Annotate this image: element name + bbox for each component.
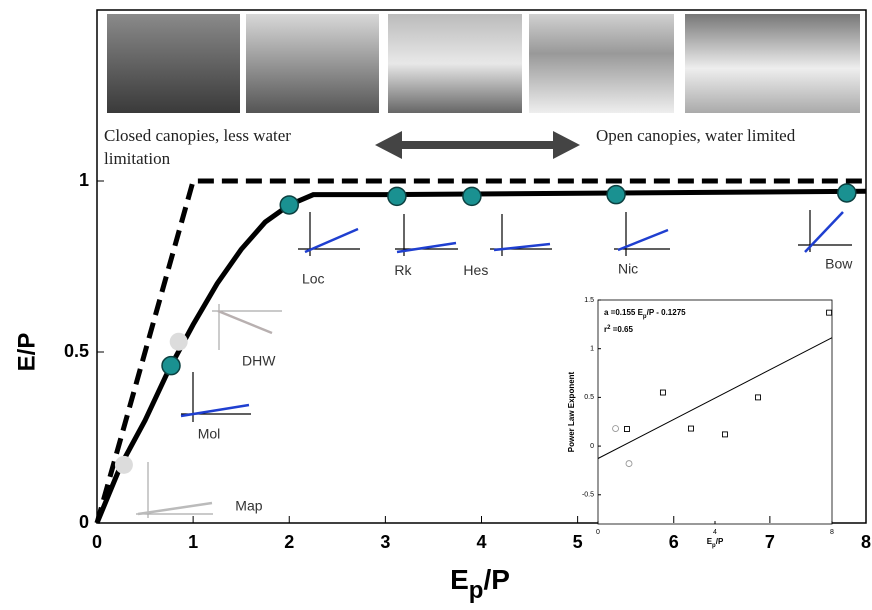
inset-r-rest: =0.65	[610, 325, 633, 334]
x-tick-label: 0	[92, 532, 102, 552]
site-label: Loc	[302, 271, 325, 287]
inset-x-tick-label: 4	[713, 529, 717, 536]
site-label: Map	[235, 498, 262, 514]
inset-y-label: Power Law Exponent	[567, 371, 576, 452]
x-tick-label: 6	[669, 532, 679, 552]
annotation-right: Open canopies, water limited	[596, 124, 856, 147]
site-label: Bow	[825, 256, 853, 272]
site-point	[463, 187, 481, 205]
site-point	[162, 357, 180, 375]
inset-y-tick-label: -0.5	[582, 492, 594, 499]
x-tick-label: 7	[765, 532, 775, 552]
x-tick-label: 5	[573, 532, 583, 552]
inset-y-tick-label: 0.5	[584, 394, 594, 401]
figure: E/P Ep/P a =0.155 Ep/P - 0.1275 r2 =0.65…	[0, 0, 872, 610]
site-label: DHW	[242, 352, 276, 368]
inset-eq-a: a =0.155 E	[604, 308, 644, 317]
site-point	[280, 196, 298, 214]
inset-eq-rest: /P - 0.1275	[647, 308, 687, 317]
inset-x-tick-label: 0	[596, 529, 600, 536]
inset-frame	[598, 300, 832, 524]
site-point	[170, 333, 188, 351]
x-label-main: E	[450, 564, 469, 595]
x-tick-label: 8	[861, 532, 871, 552]
site-point	[115, 456, 133, 474]
photo	[388, 14, 522, 113]
inset-x-tick-label: 8	[830, 529, 834, 536]
inset-y-tick-label: 1	[590, 346, 594, 353]
site-label: Nic	[618, 260, 638, 276]
x-tick-label: 3	[380, 532, 390, 552]
y-tick-label: 0.5	[64, 341, 89, 361]
x-tick-label: 4	[476, 532, 486, 552]
y-tick-label: 0	[79, 512, 89, 532]
photo	[107, 14, 240, 113]
x-axis-label: Ep/P	[450, 564, 510, 604]
photo	[529, 14, 674, 113]
y-axis-label: E/P	[13, 333, 40, 372]
inset-x-rest: /P	[716, 537, 724, 546]
site-point	[607, 186, 625, 204]
site-label: Hes	[463, 262, 488, 278]
photo	[685, 14, 860, 113]
y-tick-label: 1	[79, 170, 89, 190]
inset-x-label: Ep/P	[707, 537, 724, 548]
annotation-left: Closed canopies, less water limitation	[104, 124, 354, 170]
double-arrow	[375, 131, 580, 159]
site-label: Rk	[394, 262, 412, 278]
x-tick-label: 2	[284, 532, 294, 552]
x-label-rest: /P	[483, 564, 509, 595]
inset-y-tick-label: 0	[590, 443, 594, 450]
inset-y-tick-label: 1.5	[584, 297, 594, 304]
site-point	[388, 187, 406, 205]
chart: E/P Ep/P a =0.155 Ep/P - 0.1275 r2 =0.65…	[0, 0, 872, 610]
x-label-sub: p	[469, 577, 484, 604]
x-tick-label: 1	[188, 532, 198, 552]
photo	[246, 14, 379, 113]
site-label: Mol	[198, 425, 221, 441]
site-point	[838, 184, 856, 202]
